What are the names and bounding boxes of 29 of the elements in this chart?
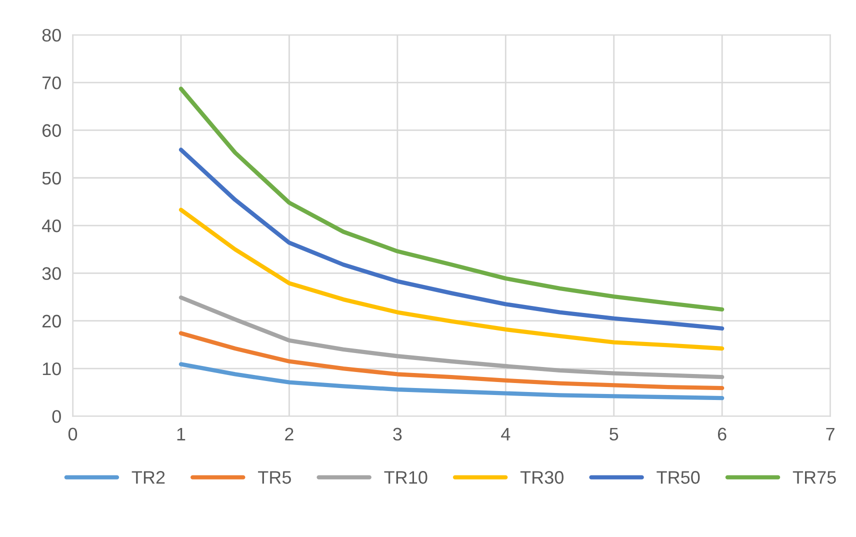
line-series [178, 331, 724, 390]
line-series [178, 295, 724, 380]
x-tick-label: 0 [68, 428, 78, 441]
y-tick-label: 30 [42, 267, 61, 280]
legend-label: TR50 [656, 471, 700, 484]
legend-label: TR2 [132, 471, 165, 484]
line-series [178, 148, 724, 331]
y-tick-label: 0 [52, 410, 61, 423]
x-tick-label: 4 [501, 428, 510, 440]
y-tick-label: 80 [42, 28, 61, 42]
line-series [178, 86, 724, 312]
x-tick-label: 6 [718, 428, 726, 441]
y-tick-label: 50 [42, 172, 61, 185]
y-tick-label: 70 [42, 76, 61, 90]
x-tick-label: 3 [393, 428, 402, 441]
x-tick-label: 5 [610, 428, 618, 441]
line-series [178, 208, 724, 351]
line-series [178, 362, 724, 400]
y-tick-label: 20 [42, 314, 61, 328]
legend-label: TR30 [520, 471, 564, 484]
x-tick-label: 7 [826, 428, 834, 440]
legend-label: TR75 [792, 471, 836, 484]
x-tick-label: 1 [177, 428, 186, 440]
y-tick-label: 60 [42, 124, 61, 137]
legend-label: TR10 [384, 471, 428, 484]
legend-label: TR5 [258, 471, 291, 484]
y-tick-label: 40 [42, 219, 61, 232]
x-tick-label: 2 [285, 428, 294, 440]
y-tick-label: 10 [42, 362, 61, 376]
